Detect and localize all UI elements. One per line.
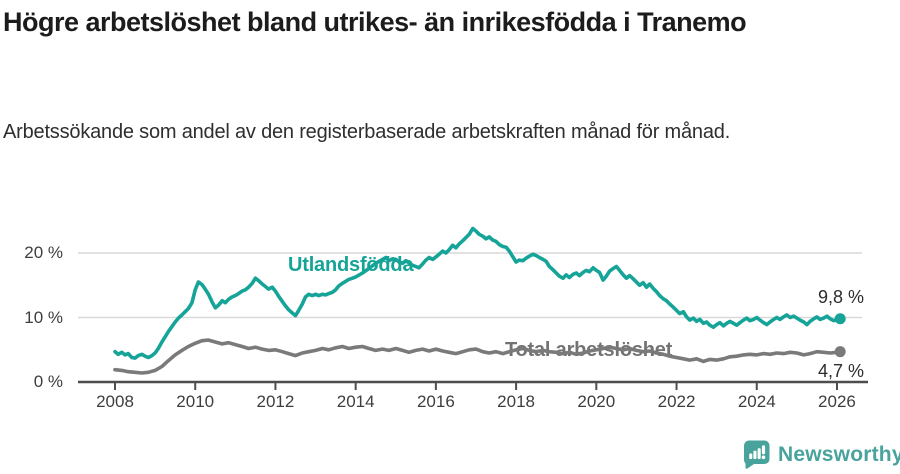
- x-tick-label: 2014: [336, 392, 375, 411]
- series-label-utlandsfodda: Utlandsfödda: [288, 254, 414, 276]
- x-tick-label: 2016: [416, 392, 455, 411]
- newsworthy-logo[interactable]: Newsworthy: [744, 440, 900, 469]
- x-tick-label: 2020: [577, 392, 616, 411]
- x-tick-label: 2022: [657, 392, 696, 411]
- x-tick-label: 2008: [96, 392, 134, 411]
- newsworthy-wordmark: Newsworthy: [778, 442, 900, 466]
- end-dot-1: [834, 346, 846, 358]
- x-tick-label: 2026: [818, 392, 856, 411]
- x-tick-label: 2010: [176, 392, 215, 411]
- y-tick-label: 10 %: [24, 307, 63, 327]
- chart-subtitle: Arbetssökande som andel av den registerb…: [3, 121, 731, 143]
- end-value-label-utlandsfodda: 9,8 %: [817, 287, 864, 307]
- y-tick-label: 0 %: [33, 372, 63, 391]
- x-tick-label: 2024: [737, 392, 776, 411]
- series-line-1: [113, 338, 843, 375]
- series-label-total-arbetsloshet: Total arbetslöshet: [505, 339, 673, 361]
- series-line-0: [113, 226, 843, 360]
- chart-title: Högre arbetslöshet bland utrikes- än inr…: [3, 7, 747, 37]
- end-dot-0: [834, 313, 846, 325]
- x-tick-label: 2012: [256, 392, 295, 411]
- y-tick-label: 20 %: [24, 243, 63, 262]
- newsworthy-bubble-icon: [744, 440, 770, 469]
- end-value-label-total-arbetsloshet: 4,7 %: [817, 361, 864, 381]
- x-tick-label: 2018: [497, 392, 535, 411]
